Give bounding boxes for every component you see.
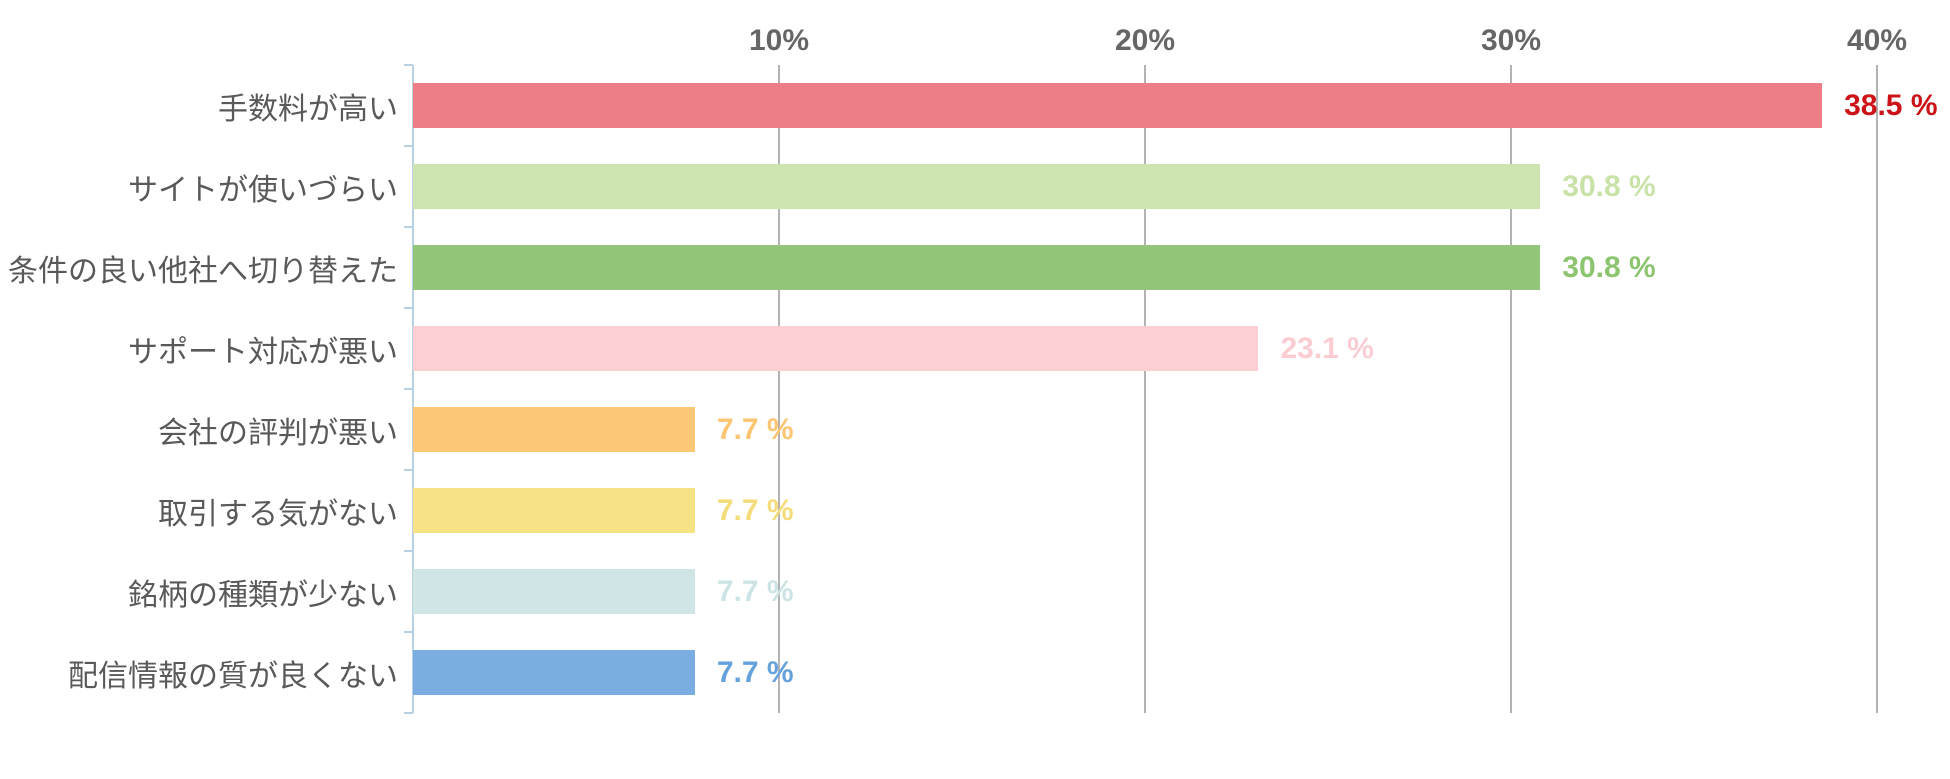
y-axis-tick xyxy=(404,64,413,66)
y-axis-tick xyxy=(404,631,413,633)
category-label: 会社の評判が悪い xyxy=(158,416,398,450)
value-label: 7.7 % xyxy=(716,574,794,608)
category-label: 取引する気がない xyxy=(158,497,398,531)
bar xyxy=(413,245,1541,290)
value-label: 23.1 % xyxy=(1280,331,1374,365)
y-axis-tick xyxy=(404,712,413,714)
value-label: 30.8 % xyxy=(1562,169,1656,203)
y-axis-tick xyxy=(404,226,413,228)
y-axis-tick xyxy=(404,388,413,390)
bar xyxy=(413,569,695,614)
value-label: 38.5 % xyxy=(1844,88,1938,122)
value-label: 7.7 % xyxy=(716,655,794,689)
bar xyxy=(413,650,695,695)
x-tick-label: 20% xyxy=(1114,24,1176,57)
value-label: 30.8 % xyxy=(1562,250,1656,284)
bar xyxy=(413,83,1823,128)
y-axis-tick xyxy=(404,145,413,147)
category-label: 条件の良い他社へ切り替えた xyxy=(8,254,398,288)
x-tick-label: 10% xyxy=(748,24,810,57)
y-axis-tick xyxy=(404,550,413,552)
category-label: サポート対応が悪い xyxy=(128,335,398,369)
bar xyxy=(413,407,695,452)
x-tick-label: 40% xyxy=(1846,24,1908,57)
y-axis-tick xyxy=(404,469,413,471)
category-label: 銘柄の種類が少ない xyxy=(128,578,398,612)
vertical-gridline xyxy=(1510,65,1512,713)
y-axis-tick xyxy=(404,307,413,309)
y-axis-line xyxy=(412,65,414,713)
vertical-gridline xyxy=(778,65,780,713)
vertical-gridline xyxy=(1144,65,1146,713)
vertical-gridline xyxy=(1876,65,1878,713)
value-label: 7.7 % xyxy=(716,412,794,446)
bar xyxy=(413,488,695,533)
value-label: 7.7 % xyxy=(716,493,794,527)
category-label: 配信情報の質が良くない xyxy=(68,659,398,693)
x-tick-label: 30% xyxy=(1480,24,1542,57)
bar xyxy=(413,164,1541,209)
category-label: 手数料が高い xyxy=(218,92,398,126)
bar xyxy=(413,326,1259,371)
category-label: サイトが使いづらい xyxy=(128,173,398,207)
